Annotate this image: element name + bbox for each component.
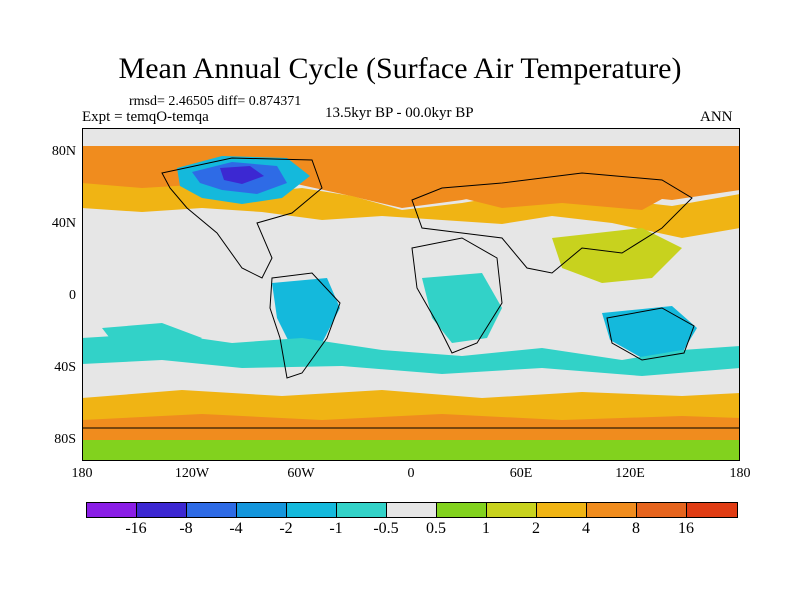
stats-text: rmsd= 2.46505 diff= 0.874371	[129, 94, 302, 109]
colorbar-label: -8	[179, 520, 193, 537]
period-label: 13.5kyr BP - 00.0kyr BP	[325, 105, 474, 121]
colorbar-swatch	[187, 503, 237, 517]
southern-ocean-teal	[82, 333, 740, 376]
lat-label: 80S	[54, 432, 76, 447]
pacific-cold	[102, 323, 202, 356]
lat-label: 0	[69, 288, 76, 303]
colorbar-swatch	[287, 503, 337, 517]
colorbar	[86, 502, 738, 518]
asia-yellow	[552, 228, 682, 283]
lat-label: 40N	[51, 216, 76, 231]
colorbar-label: 1	[482, 520, 490, 537]
map-frame	[82, 128, 740, 461]
colorbar-swatch	[337, 503, 387, 517]
colorbar-swatch	[487, 503, 537, 517]
colorbar-swatch	[237, 503, 287, 517]
coastlines	[82, 157, 740, 429]
lon-label: 60E	[509, 466, 533, 481]
colorbar-label: 2	[532, 520, 540, 537]
colorbar-swatch	[637, 503, 687, 517]
lat-label: 40S	[54, 360, 76, 375]
colorbar-swatch	[387, 503, 437, 517]
season-label: ANN	[700, 109, 733, 125]
lon-label: 120W	[174, 466, 210, 481]
colorbar-label: 0.5	[426, 520, 446, 537]
colorbar-swatch	[437, 503, 487, 517]
colorbar-swatch	[537, 503, 587, 517]
lat-label: 80N	[51, 144, 76, 159]
temperature-map	[82, 128, 740, 461]
lon-label: 0	[407, 466, 415, 481]
colorbar-swatch	[687, 503, 737, 517]
colorbar-label: 16	[678, 520, 694, 537]
colorbar-swatch	[587, 503, 637, 517]
south-america-cold	[272, 278, 340, 348]
colorbar-label: -0.5	[373, 520, 399, 537]
colorbar-swatch	[87, 503, 137, 517]
eurasia-warm	[412, 158, 682, 210]
colorbar-label: -16	[125, 520, 147, 537]
colorbar-label: -4	[229, 520, 243, 537]
colorbar-swatch	[137, 503, 187, 517]
plot-title: Mean Annual Cycle (Surface Air Temperatu…	[118, 52, 682, 85]
lon-label: 60W	[287, 466, 315, 481]
antarctic-green	[82, 440, 740, 461]
colorbar-label: 8	[632, 520, 640, 537]
colorbar-label: -2	[279, 520, 293, 537]
north-america-deep	[220, 166, 264, 184]
lon-label: 120E	[615, 466, 645, 481]
colorbar-label: 4	[582, 520, 590, 537]
lon-label: 180	[729, 466, 751, 481]
africa-cold	[422, 273, 502, 343]
lon-label: 180	[71, 466, 93, 481]
experiment-label: Expt = temqO-temqa	[82, 109, 209, 125]
colorbar-label: -1	[329, 520, 343, 537]
australia-cold	[602, 306, 697, 358]
